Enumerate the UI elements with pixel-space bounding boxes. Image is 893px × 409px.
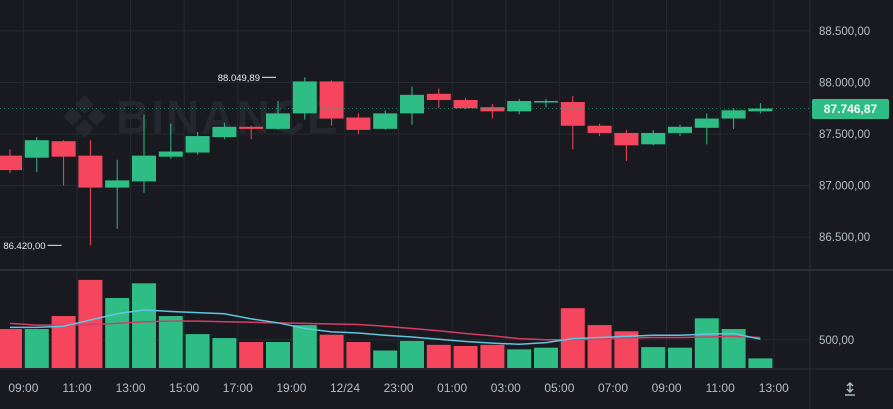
extreme-price-label: 88.049,89 — [218, 73, 260, 84]
candle-up — [185, 136, 210, 153]
candle-up — [721, 110, 746, 119]
price-axis-label: 88.500,00 — [819, 26, 870, 38]
price-axis-label: 87.500,00 — [819, 129, 870, 141]
time-axis-label: 09:00 — [8, 381, 38, 395]
volume-bar — [694, 318, 719, 368]
candle-up — [400, 94, 424, 114]
volume-axis-label: 500,00 — [819, 335, 854, 347]
time-axis-label: 05:00 — [544, 381, 574, 395]
time-axis-label: 11:00 — [706, 381, 735, 395]
candle-down — [346, 117, 371, 130]
candle-down — [0, 155, 22, 171]
extreme-price-label: 86.420,00 — [3, 241, 45, 252]
candle-down — [453, 99, 478, 109]
volume-ma-slow-line — [9, 320, 761, 341]
price-axis-label: 88.000,00 — [819, 77, 870, 89]
volume-bar — [105, 297, 130, 368]
candle-down — [480, 107, 505, 112]
time-axis-label: 13:00 — [116, 381, 146, 395]
volume-bar — [507, 349, 532, 368]
time-axis-label: 09:00 — [652, 381, 682, 395]
volume-bar — [319, 334, 344, 368]
candle-down — [51, 141, 76, 157]
volume-bar — [534, 347, 558, 368]
axis-scale-icon — [845, 382, 855, 396]
time-axis-label: 17:00 — [223, 381, 253, 395]
volume-bar — [453, 345, 478, 368]
candle-up — [132, 155, 156, 182]
candle-up — [24, 140, 49, 158]
candle-down — [560, 102, 585, 126]
last-price-tag: 87.746,87 — [812, 98, 889, 119]
volume-bar — [292, 325, 317, 368]
candle-up — [212, 126, 237, 138]
time-axis-label: 07:00 — [598, 381, 628, 395]
time-axis-label: 19:00 — [276, 381, 306, 395]
candle-up — [158, 151, 183, 157]
volume-bar — [480, 344, 505, 368]
candle-up — [105, 180, 130, 188]
volume-bar — [185, 334, 210, 368]
candle-down — [78, 155, 103, 188]
volume-bar — [212, 338, 237, 368]
volume-bar — [748, 358, 773, 368]
volume-bar — [346, 342, 371, 368]
volume-bar — [239, 342, 264, 368]
volume-bar — [0, 329, 22, 368]
volume-bar — [426, 344, 451, 368]
candle-up — [373, 113, 398, 129]
time-axis-label: 23:00 — [384, 381, 414, 395]
candle-up — [534, 101, 558, 103]
candle-up — [507, 101, 532, 112]
time-axis-label: 11:00 — [62, 381, 91, 395]
time-axis-label: 15:00 — [169, 381, 199, 395]
candle-up — [668, 126, 692, 133]
volume-bar — [400, 340, 424, 368]
price-axis-label: 86.500,00 — [819, 232, 870, 244]
candle-down — [426, 93, 451, 100]
volume-bar — [24, 329, 49, 368]
candle-down — [319, 81, 344, 119]
candle-down — [614, 132, 639, 146]
volume-bar — [587, 325, 612, 368]
volume-bar — [641, 347, 666, 368]
volume-bar — [373, 350, 398, 368]
candle-up — [694, 118, 719, 128]
volume-bar — [132, 283, 156, 368]
volume-ma-fast-line — [10, 309, 761, 346]
candle-down — [239, 126, 264, 129]
volume-bar — [158, 316, 183, 368]
time-axis-label: 03:00 — [491, 381, 521, 395]
time-axis-label: 13:00 — [759, 381, 789, 395]
auto-scale-button[interactable] — [838, 377, 862, 401]
candle-up — [641, 132, 666, 145]
volume-bar — [266, 342, 290, 368]
candle-up — [266, 113, 290, 129]
volume-bar — [668, 347, 692, 368]
time-axis-label: 01:00 — [437, 381, 467, 395]
price-axis-label: 87.000,00 — [819, 181, 870, 193]
time-axis-label: 12/24 — [330, 381, 360, 395]
candle-down — [587, 125, 612, 133]
candle-up — [748, 108, 773, 112]
